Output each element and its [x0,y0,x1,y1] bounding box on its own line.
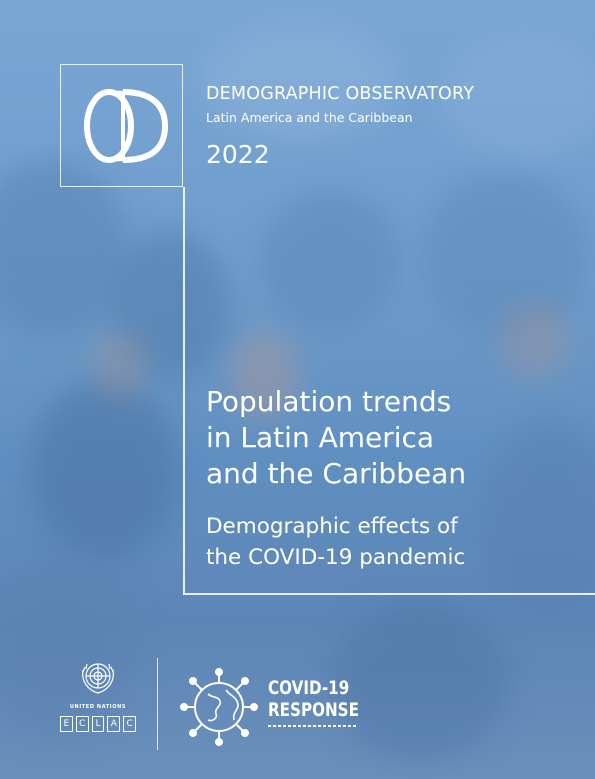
frame-horizontal-rule [183,593,595,595]
covid-line1: COVID-19 [268,678,350,699]
od-monogram-icon [84,89,169,163]
un-label: UNITED NATIONS [69,704,127,710]
series-title: DEMOGRAPHIC OBSERVATORY [206,84,475,104]
edition-year: 2022 [206,140,270,169]
subtitle-line: Demographic effects of [206,514,458,539]
frame-vertical-rule [183,187,185,594]
main-title: Population trends in Latin America and t… [206,384,466,492]
eclac-wordmark: E C L A C [60,716,136,732]
covid-response-label: COVID-19 RESPONSE [268,678,379,727]
subtitle: Demographic effects of the COVID-19 pand… [206,511,465,573]
eclac-letter: C [75,716,89,732]
un-eclac-logo: UNITED NATIONS E C L A C [60,656,136,732]
covid-underline [268,725,356,727]
eclac-letter: C [123,716,136,732]
un-emblem-icon [82,663,114,694]
main-title-line: Population trends [206,385,452,418]
covid-virus-globe-icon [180,668,258,746]
eclac-letter: E [60,716,73,732]
eclac-letter: L [91,716,105,732]
subtitle-line: the COVID-19 pandemic [206,545,466,570]
eclac-letter: A [107,716,121,732]
main-title-line: in Latin America [206,421,435,454]
covid-line2: RESPONSE [268,700,359,721]
footer-divider [157,658,158,750]
logo-frame [60,64,183,187]
series-subtitle: Latin America and the Caribbean [206,110,413,125]
main-title-line: and the Caribbean [206,457,467,490]
